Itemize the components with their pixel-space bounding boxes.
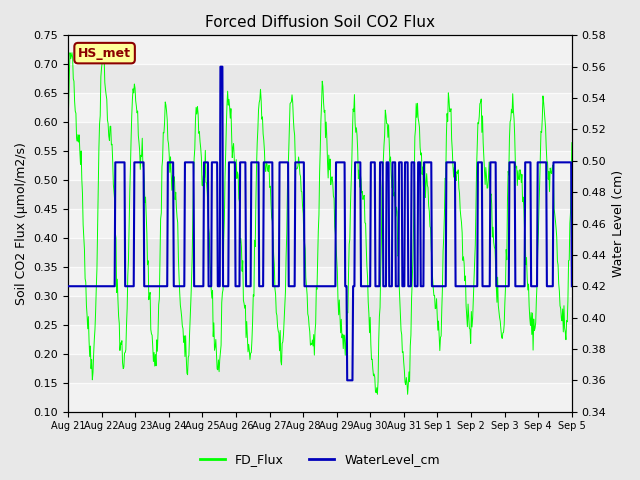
- Bar: [68, 267, 572, 296]
- Y-axis label: Water Level (cm): Water Level (cm): [612, 170, 625, 277]
- Bar: [68, 151, 572, 180]
- Bar: [68, 36, 572, 64]
- Bar: [68, 325, 572, 354]
- Title: Forced Diffusion Soil CO2 Flux: Forced Diffusion Soil CO2 Flux: [205, 15, 435, 30]
- Text: HS_met: HS_met: [78, 47, 131, 60]
- Legend: FD_Flux, WaterLevel_cm: FD_Flux, WaterLevel_cm: [195, 448, 445, 471]
- Bar: [68, 93, 572, 122]
- Y-axis label: Soil CO2 Flux (μmol/m2/s): Soil CO2 Flux (μmol/m2/s): [15, 142, 28, 305]
- Bar: [68, 383, 572, 412]
- Bar: [68, 209, 572, 238]
